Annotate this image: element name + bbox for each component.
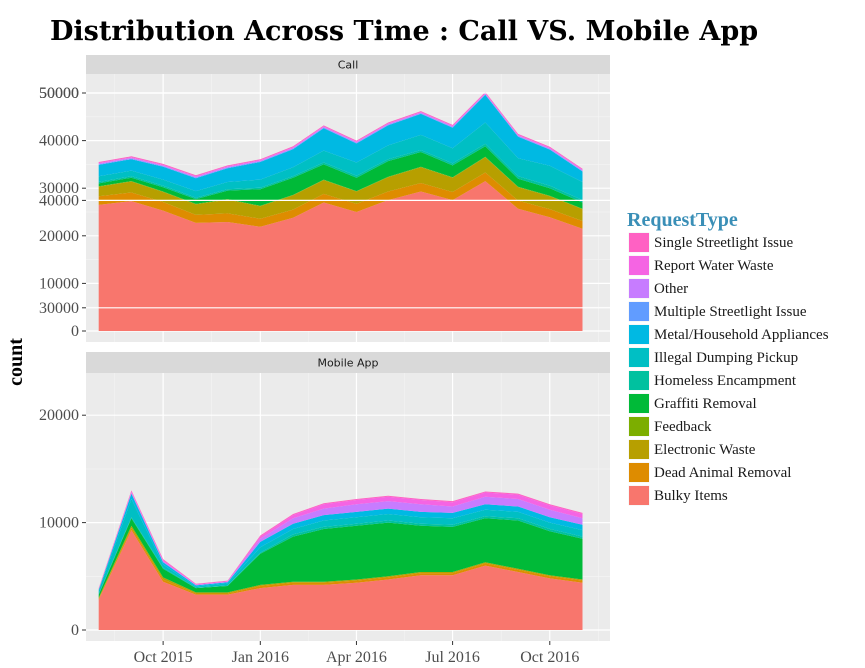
y-tick-label: 50000 (39, 85, 79, 102)
y-tick-label: 0 (71, 622, 79, 639)
legend-swatch (629, 371, 649, 390)
y-tick-label: 50000 (39, 85, 79, 102)
area-graffiti-removal (98, 146, 583, 209)
y-tick-label: 20000 (39, 407, 79, 424)
legend-label: Graffiti Removal (654, 396, 757, 412)
legend-swatch (629, 302, 649, 321)
legend-label: Electronic Waste (654, 442, 756, 458)
y-tick-label: 10000 (39, 275, 79, 292)
y-tick-label: 40000 (39, 192, 79, 209)
panel-strip (86, 55, 610, 74)
area-bulky-items (98, 530, 583, 630)
legend-item: Dead Animal Removal (627, 461, 791, 484)
y-tick-label: 30000 (39, 300, 79, 317)
legend-item: Feedback (627, 415, 712, 438)
legend-title: RequestType (627, 209, 738, 231)
area-metal-household-appliances (98, 94, 583, 192)
legend-label: Metal/Household Appliances (654, 327, 829, 343)
panel-strip (86, 352, 610, 373)
area-electronic-waste (98, 157, 583, 221)
area-graffiti-removal (98, 518, 583, 598)
legend-swatch (629, 256, 649, 275)
legend-item: Metal/Household Appliances (627, 323, 829, 346)
legend-item: Graffiti Removal (627, 392, 757, 415)
legend-label: Other (654, 281, 688, 297)
x-tick-label: Apr 2016 (326, 649, 387, 666)
y-tick-label: 20000 (39, 228, 79, 245)
legend-label: Single Streetlight Issue (654, 235, 793, 251)
legend-swatch (629, 394, 649, 413)
legend-label: Report Water Waste (654, 258, 774, 274)
legend-swatch (629, 325, 649, 344)
y-tick-label: 30000 (39, 180, 79, 197)
legend-swatch (629, 279, 649, 298)
area-homeless-encampment (98, 516, 583, 595)
legend-label: Dead Animal Removal (654, 465, 791, 481)
y-axis-label: count (5, 338, 27, 386)
x-tick-label: Oct 2016 (520, 649, 579, 666)
legend-item: Illegal Dumping Pickup (627, 346, 798, 369)
legend-item: Multiple Streetlight Issue (627, 300, 807, 323)
legend-label: Multiple Streetlight Issue (654, 304, 807, 320)
legend-swatch (629, 463, 649, 482)
legend-item: Electronic Waste (627, 438, 756, 461)
y-tick-label: 0 (71, 323, 79, 340)
x-axis: Oct 2015 Jan 2016 Apr 2016 Jul 2016 Oct 2016 (134, 641, 579, 666)
legend-swatch (629, 417, 649, 436)
chart-title: Distribution Across Time : Call VS. Mobi… (50, 16, 758, 47)
legend-swatch (629, 233, 649, 252)
legend-item: Homeless Encampment (627, 369, 797, 392)
legend-label: Feedback (654, 419, 712, 435)
area-report-water-waste (98, 491, 583, 590)
area-homeless-encampment (98, 143, 583, 203)
legend-label: Homeless Encampment (654, 373, 797, 389)
x-tick-label: Jan 2016 (232, 649, 289, 666)
legend-item: Single Streetlight Issue (627, 231, 793, 254)
legend-label: Bulky Items (654, 488, 728, 504)
legend: RequestType Single Streetlight Issue Repo… (627, 209, 829, 507)
legend-label: Illegal Dumping Pickup (654, 350, 798, 366)
y-tick-label: 40000 (39, 133, 79, 150)
area-bulky-items (98, 181, 583, 331)
area-illegal-dumping-pickup (98, 122, 583, 201)
area-single-streetlight-issue (98, 92, 583, 177)
legend-item: Other (627, 277, 688, 300)
legend-swatch (629, 440, 649, 459)
legend-item: Report Water Waste (627, 254, 774, 277)
y-tick-label: 10000 (39, 515, 79, 532)
legend-item: Bulky Items (627, 484, 728, 507)
legend-swatch (629, 486, 649, 505)
panel-strip-label: Mobile App (317, 357, 378, 370)
area-dead-animal-removal (98, 528, 583, 600)
x-tick-label: Oct 2015 (134, 649, 193, 666)
x-tick-label: Jul 2016 (425, 649, 480, 666)
legend-swatch (629, 348, 649, 367)
panel-strip-label: Call (338, 59, 359, 72)
area-other (98, 492, 583, 590)
